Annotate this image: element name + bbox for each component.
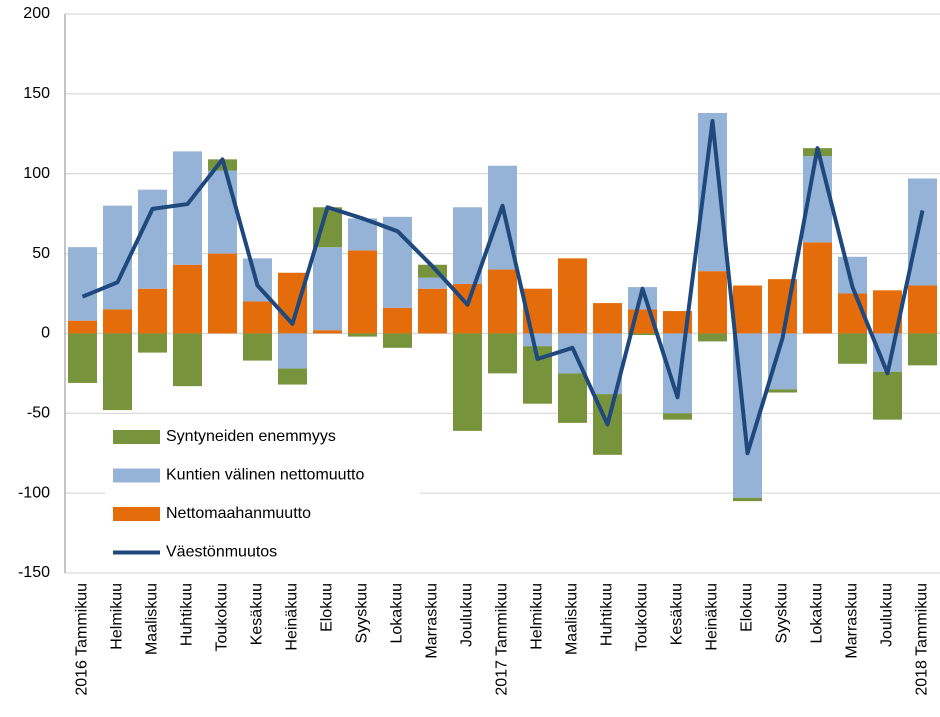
bar bbox=[208, 170, 237, 254]
bar bbox=[733, 497, 762, 502]
bar bbox=[173, 333, 202, 387]
bar bbox=[313, 330, 342, 334]
bar bbox=[698, 333, 727, 342]
bar bbox=[663, 333, 692, 414]
bar bbox=[138, 288, 167, 334]
bar bbox=[173, 151, 202, 265]
y-tick-label: 100 bbox=[23, 165, 50, 182]
bar bbox=[453, 207, 482, 284]
bar bbox=[768, 389, 797, 393]
bar bbox=[418, 277, 447, 289]
bar bbox=[243, 301, 272, 334]
x-tick-label: Toukokuu bbox=[214, 583, 231, 652]
x-tick-label: Toukokuu bbox=[634, 583, 651, 652]
x-tick-label: Elokuu bbox=[319, 583, 336, 632]
bar bbox=[278, 333, 307, 369]
x-tick-label: Lokakuu bbox=[389, 583, 406, 644]
bar bbox=[873, 371, 902, 420]
x-tick-label: Helmikuu bbox=[529, 583, 546, 650]
bar bbox=[68, 247, 97, 321]
y-tick-label: -50 bbox=[27, 405, 50, 422]
bar bbox=[313, 247, 342, 331]
bar bbox=[103, 333, 132, 411]
legend-swatch bbox=[113, 430, 160, 444]
bar bbox=[348, 333, 377, 337]
x-tick-label: 2017 Tammikuu bbox=[494, 583, 511, 696]
bar bbox=[628, 287, 657, 310]
bar bbox=[138, 189, 167, 289]
bar bbox=[418, 288, 447, 334]
bar bbox=[698, 271, 727, 334]
x-tick-label: Elokuu bbox=[739, 583, 756, 632]
bar bbox=[523, 333, 552, 347]
legend-swatch bbox=[113, 507, 160, 521]
bar bbox=[838, 333, 867, 364]
x-tick-label: Syyskuu bbox=[774, 583, 791, 643]
bar bbox=[208, 253, 237, 334]
bar bbox=[453, 333, 482, 431]
x-tick-label: Kesäkuu bbox=[249, 583, 266, 645]
x-tick-label: Maaliskuu bbox=[144, 583, 161, 655]
x-tick-label: Maaliskuu bbox=[564, 583, 581, 655]
bar bbox=[488, 333, 517, 374]
bar bbox=[173, 264, 202, 334]
x-tick-label: Joulukuu bbox=[459, 583, 476, 647]
y-tick-label: -150 bbox=[18, 564, 50, 581]
y-tick-label: 200 bbox=[23, 5, 50, 22]
legend: Syntyneiden enemmyys Kuntien välinen nett… bbox=[105, 420, 420, 570]
bar bbox=[593, 303, 622, 334]
y-tick-label: 150 bbox=[23, 85, 50, 102]
legend-label: Kuntien välinen nettomuutto bbox=[166, 467, 364, 484]
x-tick-label: Heinäkuu bbox=[284, 583, 301, 651]
x-tick-label: Marraskuu bbox=[424, 583, 441, 659]
bar bbox=[663, 413, 692, 420]
legend-box bbox=[105, 420, 420, 570]
x-tick-label: 2016 Tammikuu bbox=[74, 583, 91, 696]
x-tick-label: Marraskuu bbox=[844, 583, 861, 659]
x-tick-label: Kesäkuu bbox=[669, 583, 686, 645]
bar bbox=[908, 178, 937, 286]
x-tick-label: Joulukuu bbox=[879, 583, 896, 647]
bar bbox=[908, 333, 937, 366]
bar bbox=[348, 250, 377, 334]
bar bbox=[278, 368, 307, 385]
x-tick-label: Huhtikuu bbox=[179, 583, 196, 646]
bar bbox=[103, 309, 132, 334]
x-tick-label: Lokakuu bbox=[809, 583, 826, 644]
bar bbox=[488, 269, 517, 334]
bar bbox=[68, 320, 97, 334]
bar bbox=[138, 333, 167, 353]
legend-label: Syntyneiden enemmyys bbox=[166, 428, 336, 445]
bar bbox=[68, 333, 97, 383]
x-tick-label: 2018 Tammikuu bbox=[914, 583, 931, 696]
legend-swatch bbox=[113, 468, 160, 483]
bar bbox=[908, 285, 937, 334]
bar bbox=[383, 333, 412, 348]
legend-label: Väestönmuutos bbox=[166, 544, 277, 561]
bar bbox=[243, 333, 272, 361]
bar bbox=[628, 333, 657, 336]
x-tick-label: Heinäkuu bbox=[704, 583, 721, 651]
line bbox=[81, 119, 925, 456]
x-tick-label: Syyskuu bbox=[354, 583, 371, 643]
y-tick-label: 50 bbox=[32, 245, 50, 262]
bar bbox=[558, 373, 587, 423]
bar bbox=[733, 285, 762, 334]
x-tick-label: Helmikuu bbox=[109, 583, 126, 650]
y-tick-label: -100 bbox=[18, 484, 50, 501]
y-tick-label: 0 bbox=[41, 325, 50, 342]
bar bbox=[803, 242, 832, 334]
legend-label: Nettomaahanmuutto bbox=[166, 505, 311, 522]
x-tick-label: Huhtikuu bbox=[599, 583, 616, 646]
bar bbox=[383, 307, 412, 334]
bar bbox=[558, 258, 587, 334]
